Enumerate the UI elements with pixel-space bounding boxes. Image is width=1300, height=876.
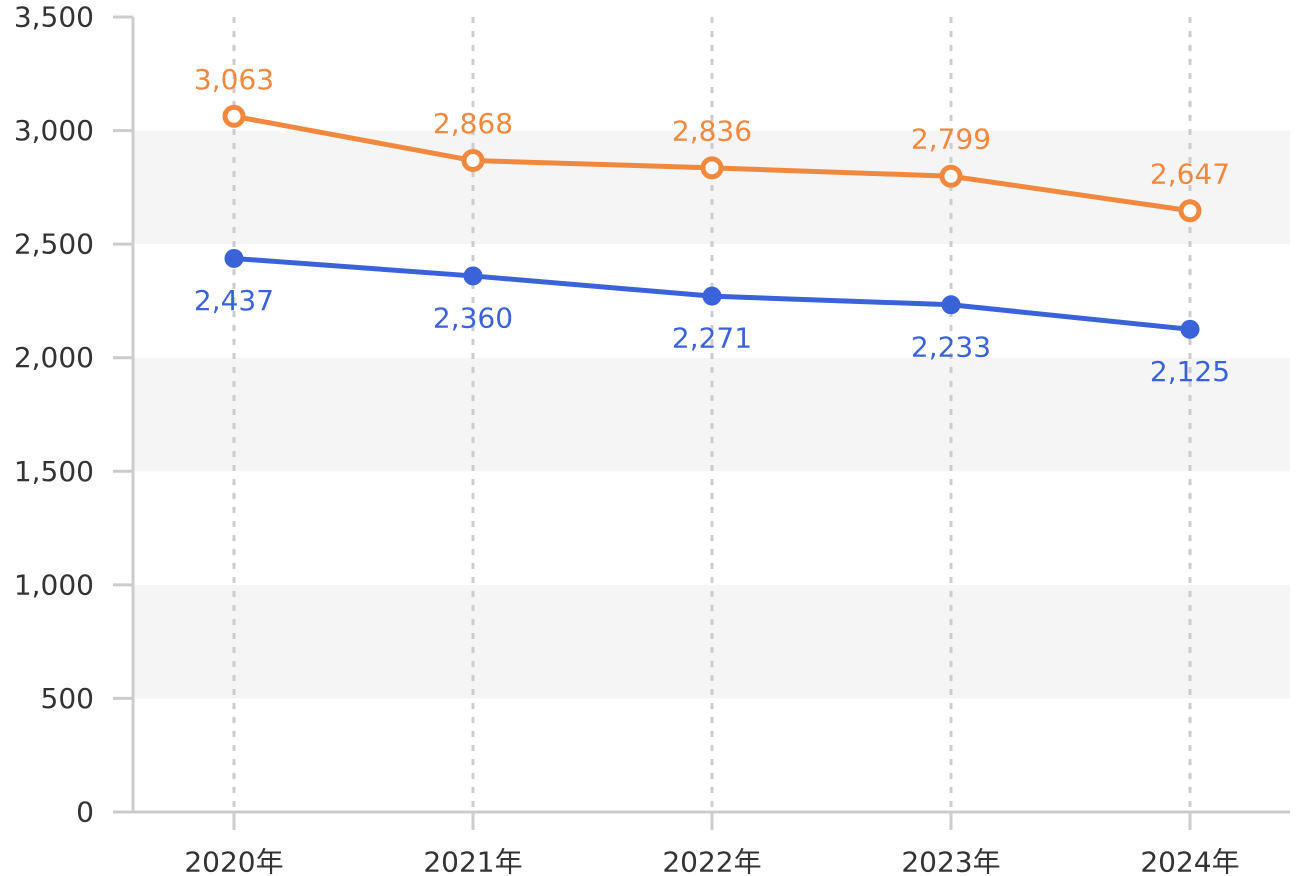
- data-point: [1178, 199, 1202, 223]
- data-point: [463, 266, 483, 286]
- data-point: [700, 156, 724, 180]
- y-tick-label: 2,500: [14, 228, 94, 261]
- y-tick-label: 2,000: [14, 341, 94, 374]
- data-point: [222, 104, 246, 128]
- x-tick-label: 2024年: [1140, 846, 1239, 876]
- x-tick-label: 2022年: [662, 846, 761, 876]
- data-label: 2,360: [433, 301, 513, 334]
- y-tick-label: 1,500: [14, 455, 94, 488]
- y-tick-label: 500: [41, 682, 94, 715]
- axes: [113, 15, 1290, 830]
- data-label: 2,799: [911, 123, 991, 156]
- data-point: [939, 164, 963, 188]
- data-label: 2,868: [433, 107, 513, 140]
- data-label: 3,063: [194, 63, 274, 96]
- data-point: [461, 149, 485, 173]
- plot-band: [133, 584, 1290, 699]
- data-label: 2,836: [672, 114, 752, 147]
- data-label: 2,271: [672, 322, 752, 355]
- plot-band: [133, 698, 1290, 812]
- series-points: [222, 104, 1202, 339]
- x-tick-label: 2021年: [423, 846, 522, 876]
- y-tick-label: 3,500: [14, 1, 94, 34]
- y-tick-label: 3,000: [14, 114, 94, 147]
- x-tick-label: 2023年: [901, 846, 1000, 876]
- data-point: [941, 295, 961, 315]
- data-point: [1180, 319, 1200, 339]
- y-tick-labels: 0 500 1,000 1,500 2,000 2,500 3,000 3,500: [14, 1, 94, 829]
- data-point: [702, 286, 722, 306]
- vertical-gridlines: [232, 17, 1192, 812]
- y-tick-label: 1,000: [14, 568, 94, 601]
- data-labels: 3,063 2,868 2,836 2,799 2,647 2,437 2,360 2,271…: [194, 63, 1230, 388]
- y-tick-label: 0: [76, 796, 94, 829]
- x-tick-label: 2020年: [184, 846, 283, 876]
- x-tick-labels: 2020年 2021年 2022年 2023年 2024年: [184, 846, 1239, 876]
- data-label: 2,647: [1150, 157, 1230, 190]
- data-label: 2,233: [911, 330, 991, 363]
- data-label: 2,125: [1150, 355, 1230, 388]
- data-label: 2,437: [194, 284, 274, 317]
- data-point: [224, 248, 244, 268]
